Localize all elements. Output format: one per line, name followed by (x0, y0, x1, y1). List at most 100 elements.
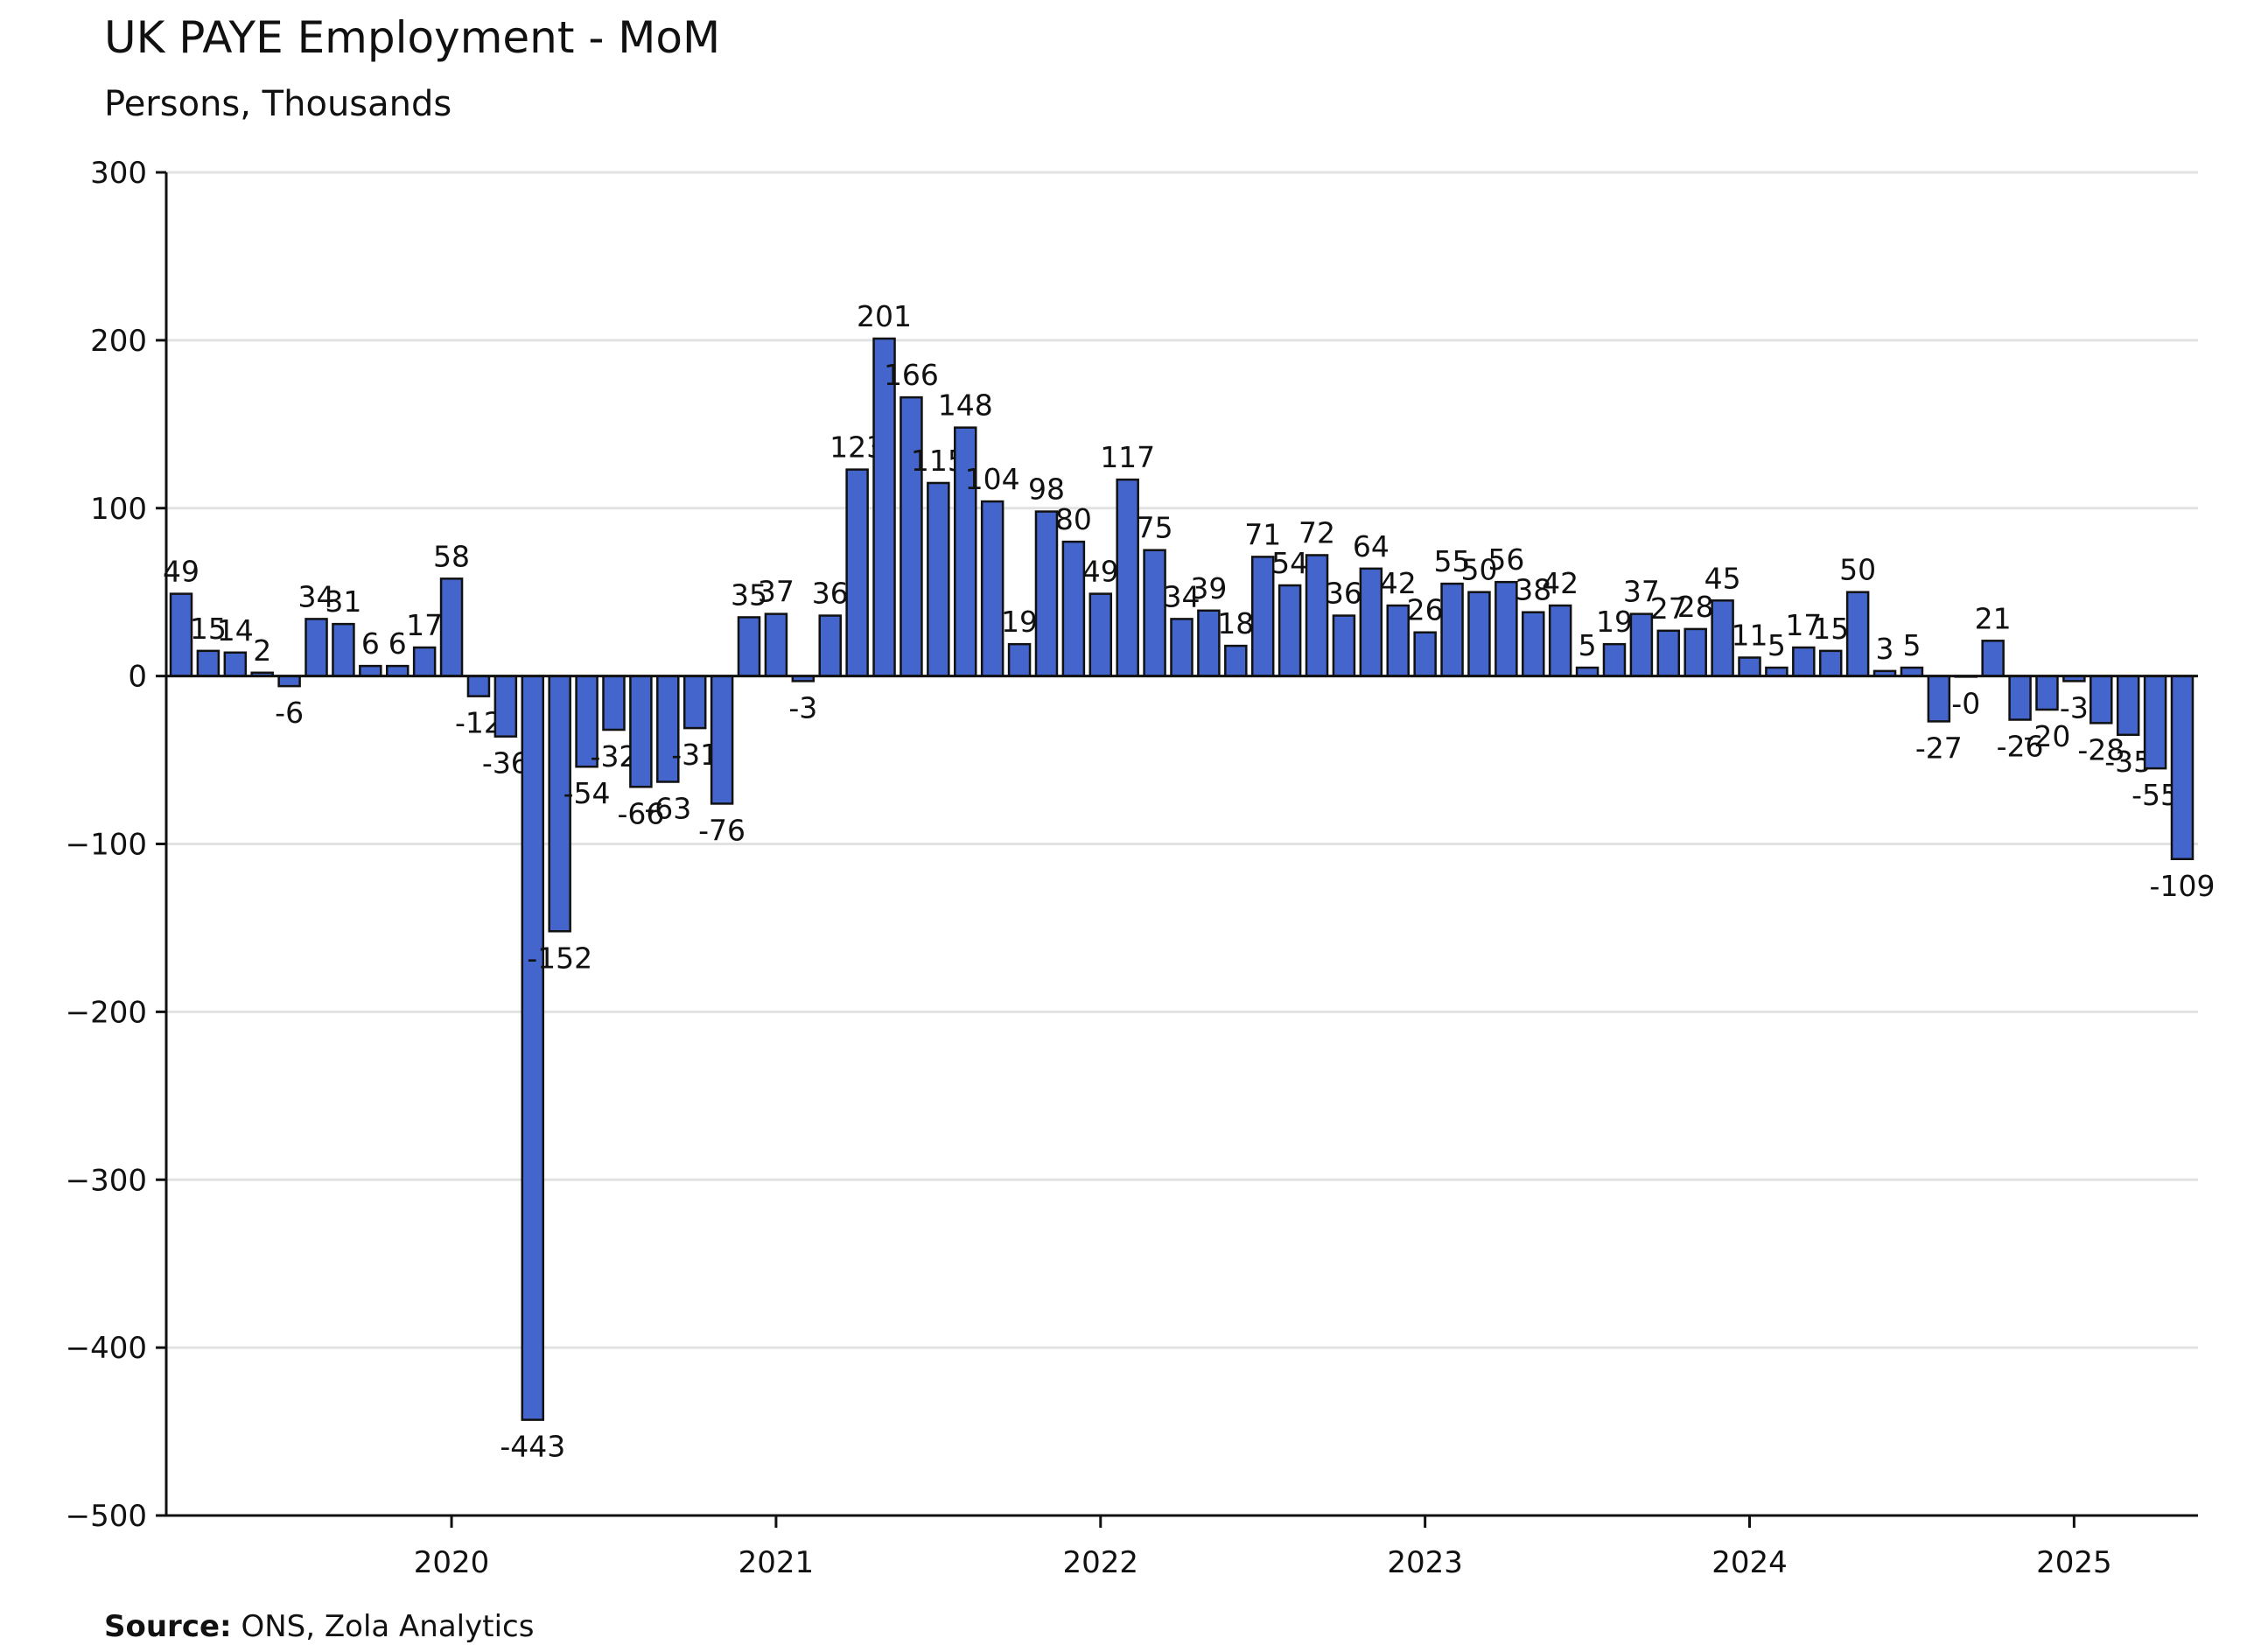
value-label: -3 (2060, 690, 2089, 724)
value-label: 104 (965, 462, 1020, 496)
value-label: -26 (1997, 730, 2044, 764)
value-label: 18 (1217, 606, 1254, 640)
bar (1007, 642, 1032, 677)
value-label: 36 (812, 577, 849, 611)
value-label: 58 (433, 539, 470, 573)
value-label: 49 (163, 555, 200, 589)
source-note: Source: ONS, Zola Analytics (104, 1609, 534, 1644)
bar (1250, 556, 1275, 677)
value-label: 45 (1704, 561, 1741, 595)
source-text: ONS, Zola Analytics (241, 1609, 534, 1644)
bar (1738, 656, 1761, 677)
chart-subtitle: Persons, Thousands (104, 84, 452, 124)
value-label: 14 (217, 613, 254, 648)
bar (764, 612, 788, 677)
bar (900, 396, 923, 677)
x-tick-label: 2024 (1712, 1545, 1788, 1580)
value-label: 64 (1353, 529, 1390, 564)
bar (602, 675, 626, 732)
value-label: -109 (2150, 869, 2216, 903)
bar (1845, 591, 1870, 677)
value-label: 34 (1164, 579, 1200, 613)
value-label: 5 (1578, 628, 1597, 662)
bar (737, 616, 761, 677)
value-label: 148 (938, 388, 993, 423)
value-label: 201 (857, 299, 912, 333)
bar (1711, 599, 1734, 677)
bar (1981, 640, 2005, 677)
y-tick-label: −100 (66, 828, 147, 863)
value-label: 17 (1785, 608, 1822, 642)
value-label: 42 (1380, 566, 1417, 600)
value-label: 21 (1975, 601, 2012, 635)
bar (1818, 649, 1843, 677)
bar (2170, 675, 2194, 861)
bar (1143, 549, 1166, 677)
bar (1684, 627, 1707, 677)
bar (2035, 675, 2059, 711)
value-label: -20 (2024, 719, 2071, 753)
value-label: 49 (1082, 555, 1119, 589)
value-label: 71 (1244, 517, 1281, 551)
x-tick-label: 2022 (1063, 1545, 1139, 1580)
bar (818, 614, 842, 677)
bar (1170, 618, 1194, 677)
value-label: 37 (758, 575, 794, 609)
value-label: 6 (361, 626, 380, 661)
bar (1359, 567, 1383, 677)
value-label: 28 (1677, 590, 1714, 624)
bar (196, 649, 220, 677)
value-label: 38 (1515, 573, 1551, 607)
value-label: -54 (564, 776, 611, 810)
value-label: 3 (1876, 632, 1894, 666)
bar (2008, 675, 2032, 721)
value-label: 80 (1055, 502, 1092, 536)
value-label: -63 (644, 792, 691, 826)
bar (629, 675, 653, 788)
value-label: -28 (2077, 732, 2124, 766)
value-label: 56 (1488, 542, 1524, 577)
chart-title: UK PAYE Employment - MoM (104, 12, 720, 63)
value-label: 50 (1460, 553, 1497, 587)
bar (1332, 614, 1356, 677)
value-label: -443 (500, 1430, 565, 1464)
bar (1792, 646, 1816, 677)
bar (1467, 591, 1491, 677)
bar (1278, 584, 1302, 677)
bar (2116, 675, 2140, 737)
bar (1116, 478, 1139, 677)
value-label: 117 (1100, 440, 1155, 474)
value-label: 39 (1190, 571, 1227, 606)
bar (1494, 580, 1518, 677)
value-label: 166 (884, 358, 939, 392)
bar (359, 664, 382, 677)
value-label: 19 (1001, 605, 1038, 639)
y-tick-label: −200 (66, 995, 147, 1030)
bar (1305, 554, 1329, 677)
bar (1629, 612, 1654, 677)
bar (1522, 611, 1545, 677)
value-label: 2 (253, 634, 271, 668)
value-label: 42 (1542, 566, 1578, 600)
value-label: 55 (1434, 544, 1471, 578)
y-tick-label: −500 (66, 1499, 147, 1534)
y-tick-label: −400 (66, 1331, 147, 1366)
bar (1656, 629, 1681, 677)
value-label: 26 (1407, 593, 1444, 627)
bar (332, 622, 355, 677)
value-label: 6 (388, 626, 407, 661)
value-label: 37 (1623, 575, 1660, 609)
bar (710, 675, 734, 805)
value-label: -76 (698, 813, 746, 847)
bar (575, 675, 598, 768)
value-label: -3 (788, 690, 817, 724)
value-label: 34 (298, 579, 335, 613)
value-label: 75 (1137, 511, 1173, 545)
bar (412, 646, 437, 677)
bar (1061, 540, 1086, 677)
bar (1413, 631, 1437, 677)
value-label: 54 (1271, 546, 1308, 580)
bar (304, 618, 328, 677)
bar (954, 426, 977, 677)
